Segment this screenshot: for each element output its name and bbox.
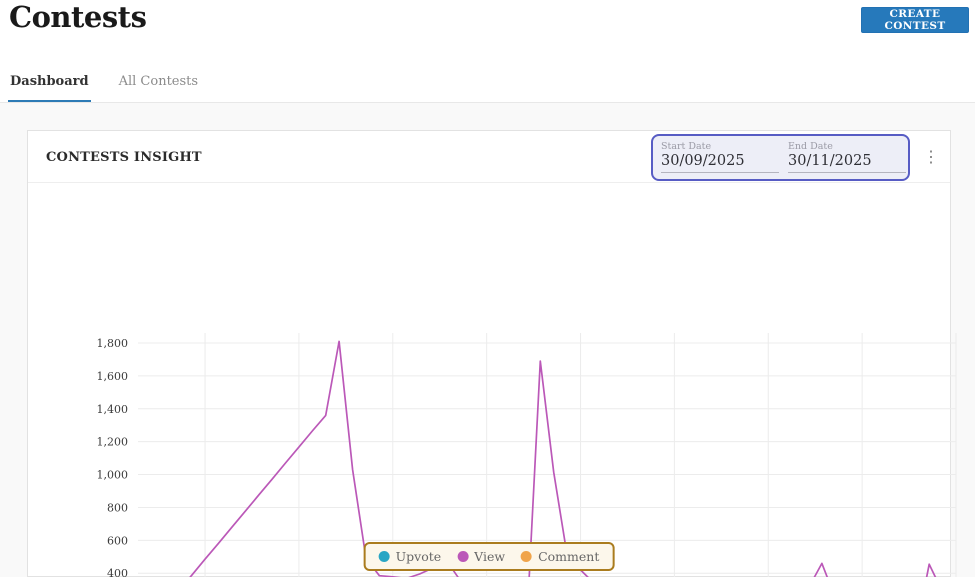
y-tick-label: 1,200 — [97, 436, 129, 449]
tabs-divider — [0, 102, 975, 103]
y-tick-label: 600 — [107, 534, 128, 547]
series-line-view — [189, 340, 937, 577]
legend-label: View — [474, 549, 506, 564]
legend-dot-comment — [521, 551, 533, 562]
legend-label: Upvote — [395, 549, 442, 564]
end-date-label: End Date — [788, 141, 833, 152]
y-tick-label: 1,000 — [97, 469, 129, 482]
chart-legend: Upvote View Comment — [363, 542, 615, 571]
card-title: CONTESTS INSIGHT — [46, 150, 202, 165]
legend-dot-upvote — [378, 551, 390, 562]
legend-dot-view — [457, 551, 469, 562]
kebab-menu-icon[interactable]: ⋮ — [923, 147, 939, 166]
y-tick-label: 800 — [107, 501, 128, 514]
start-date-label: Start Date — [661, 141, 712, 152]
line-chart: 02004006008001,0001,2001,4001,6001,80005… — [97, 333, 957, 577]
legend-label: Comment — [538, 549, 600, 564]
tab-bar: Dashboard All Contests — [8, 70, 200, 103]
y-tick-label: 1,400 — [97, 403, 129, 416]
legend-item-comment[interactable]: Comment — [521, 549, 599, 564]
page-title: Contests — [9, 0, 147, 34]
card-header: CONTESTS INSIGHT Start Date 30/09/2025 E… — [28, 131, 950, 183]
legend-item-upvote[interactable]: Upvote — [378, 549, 442, 564]
contests-insight-card: CONTESTS INSIGHT Start Date 30/09/2025 E… — [27, 130, 957, 577]
tab-all-contests[interactable]: All Contests — [118, 74, 199, 89]
end-date-field[interactable]: End Date 30/11/2025 — [788, 141, 906, 173]
create-contest-button[interactable]: CREATE CONTEST — [861, 7, 969, 33]
y-tick-label: 1,800 — [97, 337, 129, 350]
start-date-input[interactable]: 30/09/2025 — [661, 152, 779, 173]
y-tick-label: 1,600 — [97, 370, 129, 383]
date-range-picker[interactable]: Start Date 30/09/2025 End Date 30/11/202… — [651, 134, 910, 181]
legend-item-view[interactable]: View — [457, 549, 505, 564]
start-date-field[interactable]: Start Date 30/09/2025 — [661, 141, 779, 173]
y-tick-label: 400 — [107, 567, 128, 577]
tab-dashboard[interactable]: Dashboard — [8, 70, 91, 103]
end-date-input[interactable]: 30/11/2025 — [788, 152, 906, 173]
